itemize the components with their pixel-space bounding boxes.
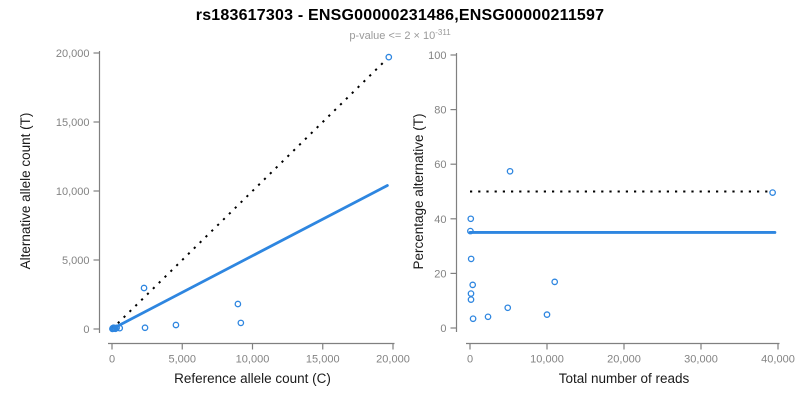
x-tick-label: 10,000 <box>236 354 270 366</box>
subtitle-text: p-value <= 2 × 10 <box>349 30 436 42</box>
data-point <box>469 281 477 289</box>
x-tick-label: 0 <box>467 354 473 366</box>
y-axis-label: Alternative allele count (T) <box>18 113 33 270</box>
data-point <box>467 215 475 223</box>
chart-title: rs183617303 - ENSG00000231486,ENSG000002… <box>195 7 605 24</box>
data-point <box>543 311 551 318</box>
y-tick-label: 40 <box>434 214 446 226</box>
x-tick-label: 5,000 <box>168 354 196 366</box>
y-tick-label: 0 <box>440 323 446 335</box>
data-point <box>504 304 512 312</box>
fit-line <box>110 184 389 331</box>
y-tick-label: 20,000 <box>56 48 90 60</box>
y-tick-label: 100 <box>428 50 446 62</box>
identity-line <box>111 59 387 330</box>
data-point <box>141 324 149 332</box>
data-point <box>467 296 475 303</box>
y-tick-label: 5,000 <box>62 255 90 267</box>
y-tick-label: 80 <box>434 105 446 117</box>
x-tick-label: 40,000 <box>761 354 795 366</box>
data-point <box>385 53 393 61</box>
x-tick-label: 20,000 <box>376 354 410 366</box>
data-point <box>234 300 242 308</box>
x-tick-label: 15,000 <box>306 354 340 366</box>
y-axis-label: Percentage alternative (T) <box>411 113 426 269</box>
data-point <box>467 255 475 263</box>
subtitle-exponent: -311 <box>435 28 451 37</box>
data-point <box>484 313 492 321</box>
x-tick-label: 30,000 <box>684 354 718 366</box>
y-tick-label: 60 <box>434 159 446 171</box>
x-tick-label: 0 <box>109 354 115 366</box>
y-tick-label: 20 <box>434 268 446 280</box>
y-tick-label: 0 <box>83 324 89 336</box>
y-tick-label: 10,000 <box>56 186 90 198</box>
data-point <box>467 290 475 297</box>
x-tick-label: 20,000 <box>607 354 641 366</box>
data-point <box>469 315 477 323</box>
y-tick-label: 15,000 <box>56 117 90 129</box>
data-point <box>237 319 245 327</box>
data-point <box>551 278 559 286</box>
x-axis-label: Total number of reads <box>559 371 690 386</box>
data-point <box>172 321 180 329</box>
chart-subtitle: p-value <= 2 × 10-311 <box>0 28 800 42</box>
data-point <box>140 284 148 292</box>
chart-header: rs183617303 - ENSG00000231486,ENSG000002… <box>0 0 800 42</box>
data-point <box>769 189 776 196</box>
x-tick-label: 10,000 <box>530 354 564 366</box>
data-point <box>506 167 514 175</box>
x-axis-label: Reference allele count (C) <box>174 371 331 386</box>
